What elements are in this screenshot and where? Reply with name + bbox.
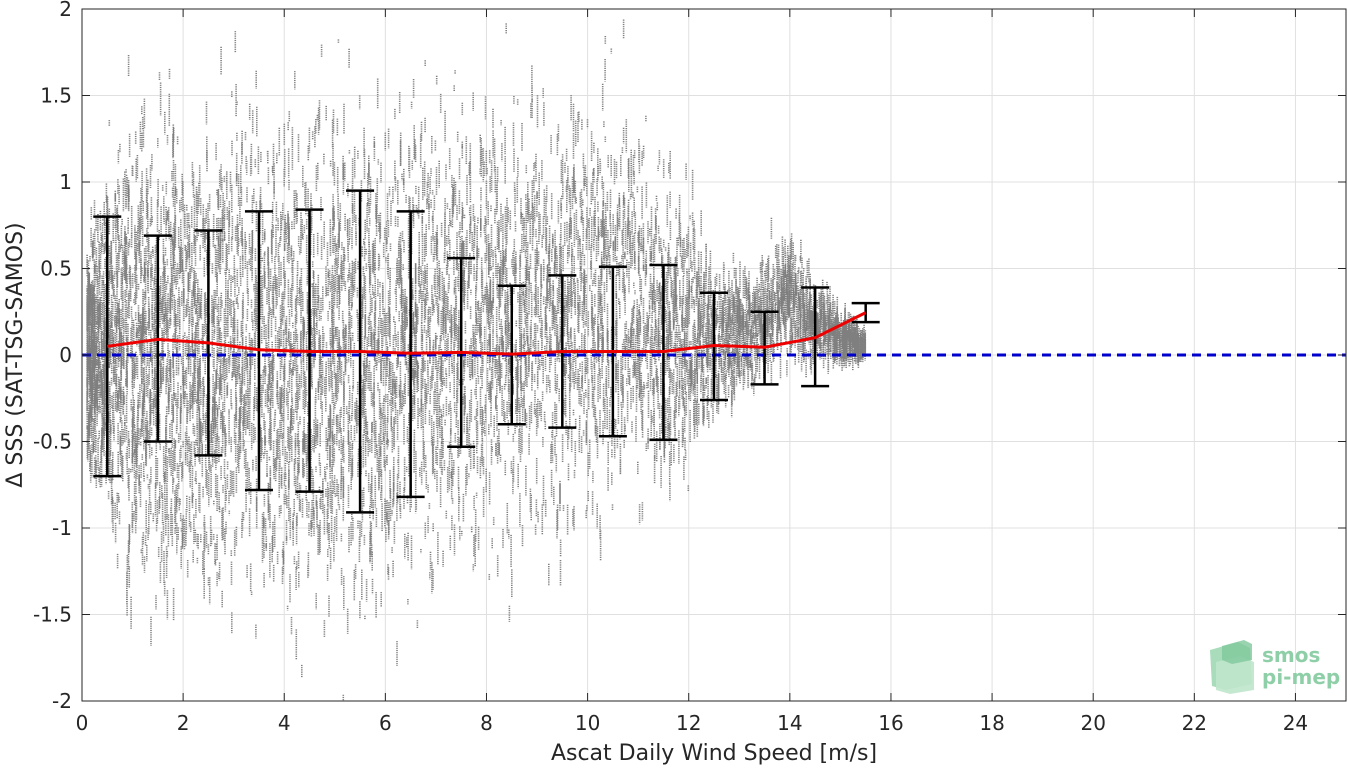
x-tick-label: 24 xyxy=(1283,711,1308,735)
x-tick-label: 18 xyxy=(979,711,1004,735)
mean-line-path xyxy=(107,311,867,356)
logo-text-smos: smos xyxy=(1262,643,1320,667)
x-tick-label: 6 xyxy=(379,711,392,735)
x-tick-label: 10 xyxy=(575,711,600,735)
y-axis-title: Δ SSS (SAT-TSG-SAMOS) xyxy=(3,222,28,487)
x-tick-label: 12 xyxy=(676,711,701,735)
y-axis-ticks: -2 -1.5 -1 -0.5 0 0.5 1 1.5 2 xyxy=(33,0,1346,713)
y-tick-label: 0.5 xyxy=(40,257,72,281)
scatter-points xyxy=(86,19,867,701)
logo-text-pi-mep: pi-mep xyxy=(1262,665,1340,689)
x-axis-ticks: 0 2 4 6 8 10 12 14 16 18 20 22 24 xyxy=(76,9,1308,735)
x-axis-title: Ascat Daily Wind Speed [m/s] xyxy=(551,741,877,766)
scatter-cloud xyxy=(86,19,867,701)
y-tick-label: -2 xyxy=(52,689,72,713)
x-tick-label: 22 xyxy=(1182,711,1207,735)
x-tick-label: 4 xyxy=(278,711,291,735)
y-tick-label: -0.5 xyxy=(33,430,72,454)
x-tick-label: 8 xyxy=(480,711,493,735)
wave-logo-icon xyxy=(1210,640,1254,694)
y-tick-label: 1.5 xyxy=(40,84,72,108)
y-tick-label: -1.5 xyxy=(33,603,72,627)
y-tick-label: 0 xyxy=(59,343,72,367)
smos-pi-mep-logo: smos pi-mep xyxy=(1210,640,1340,694)
x-tick-label: 2 xyxy=(177,711,190,735)
x-tick-label: 20 xyxy=(1080,711,1105,735)
mean-line xyxy=(107,311,867,356)
y-tick-label: 1 xyxy=(59,170,72,194)
x-tick-label: 16 xyxy=(878,711,903,735)
x-tick-label: 0 xyxy=(76,711,89,735)
error-bar xyxy=(93,215,122,478)
x-tick-label: 14 xyxy=(777,711,802,735)
y-tick-label: 2 xyxy=(59,0,72,21)
y-tick-label: -1 xyxy=(52,516,72,540)
